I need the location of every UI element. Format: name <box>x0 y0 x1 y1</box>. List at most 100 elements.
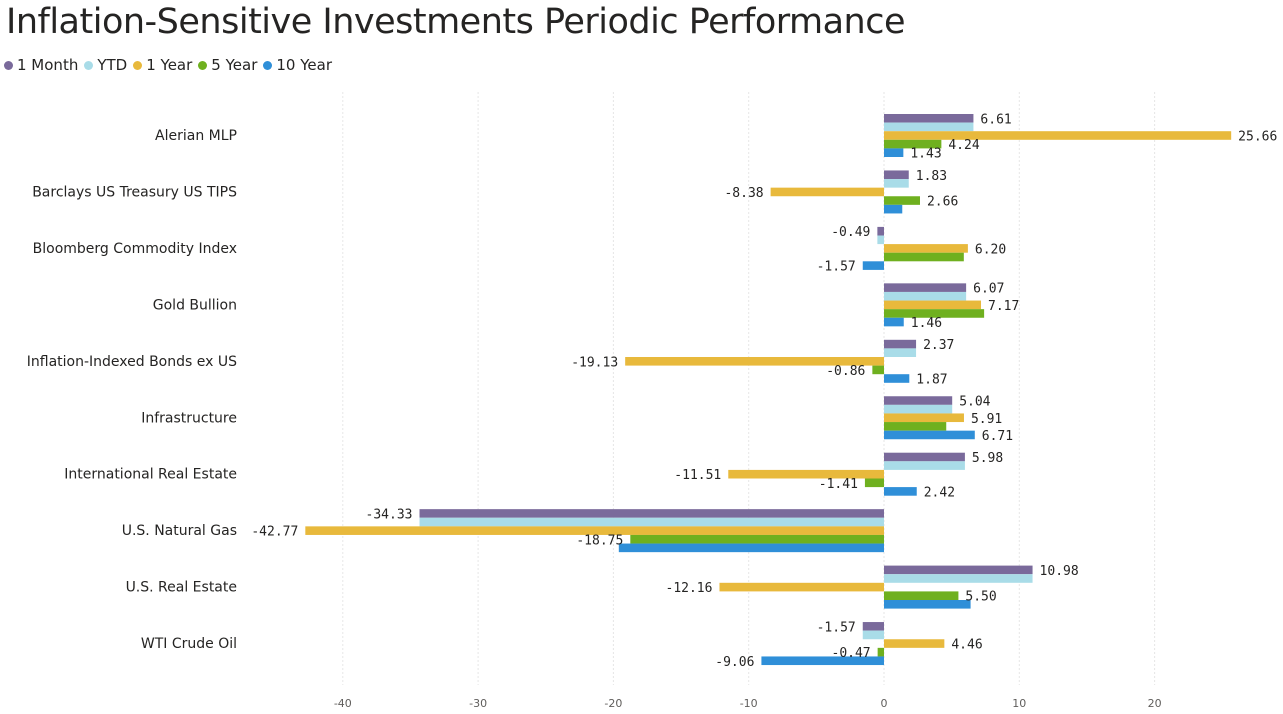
bar-10-year[interactable] <box>884 148 904 157</box>
x-tick-label: -40 <box>334 697 352 710</box>
data-label: -18.75 <box>576 533 623 548</box>
bar-10-year[interactable] <box>884 374 910 383</box>
bar-1-year[interactable] <box>719 582 884 592</box>
data-label: -1.57 <box>817 620 856 635</box>
data-label: 1.46 <box>911 316 942 331</box>
bar-1-month[interactable] <box>884 452 965 462</box>
category-label: Gold Bullion <box>153 297 237 313</box>
bar-1-month[interactable] <box>862 622 884 631</box>
category-label: Infrastructure <box>141 410 237 426</box>
category-label: WTI Crude Oil <box>141 636 237 652</box>
bar-ytd[interactable] <box>877 235 884 245</box>
legend-dot-icon <box>4 60 13 70</box>
bar-1-month[interactable] <box>884 283 967 292</box>
bar-5-year[interactable] <box>877 647 884 657</box>
bar-1-month[interactable] <box>877 226 884 236</box>
data-label: 5.04 <box>959 395 990 410</box>
data-label: 2.66 <box>927 195 958 210</box>
bar-ytd[interactable] <box>884 348 917 357</box>
x-tick-label: 0 <box>881 697 888 710</box>
bar-10-year[interactable] <box>884 430 975 440</box>
data-label: 5.50 <box>965 590 996 605</box>
data-label: 10.98 <box>1040 564 1079 579</box>
bar-10-year[interactable] <box>761 656 884 666</box>
bar-10-year[interactable] <box>884 204 903 214</box>
legend-label: 1 Year <box>146 56 193 74</box>
data-label: -12.16 <box>666 581 713 596</box>
legend-item-1-month[interactable]: 1 Month <box>4 56 78 74</box>
bar-1-year[interactable] <box>884 300 982 310</box>
bar-5-year[interactable] <box>864 478 884 488</box>
bar-ytd[interactable] <box>884 461 965 470</box>
data-label: -1.41 <box>819 477 858 492</box>
bar-1-month[interactable] <box>884 170 909 180</box>
data-label: 2.42 <box>924 485 955 500</box>
bar-5-year[interactable] <box>872 365 884 375</box>
data-label: 1.43 <box>910 147 941 162</box>
bar-1-year[interactable] <box>884 131 1232 140</box>
bar-5-year[interactable] <box>884 309 985 318</box>
legend-item-10-year[interactable]: 10 Year <box>263 56 332 74</box>
x-tick-label: -30 <box>469 697 487 710</box>
data-label: 5.98 <box>972 451 1003 466</box>
category-label: Bloomberg Commodity Index <box>33 241 237 257</box>
category-label: U.S. Natural Gas <box>122 523 237 539</box>
bar-10-year[interactable] <box>618 543 884 553</box>
bar-ytd[interactable] <box>884 291 967 301</box>
bar-5-year[interactable] <box>884 139 942 149</box>
bar-1-month[interactable] <box>419 509 884 518</box>
data-label: -34.33 <box>366 507 413 522</box>
bar-1-month[interactable] <box>884 114 974 123</box>
bar-5-year[interactable] <box>884 591 959 600</box>
category-label: Alerian MLP <box>155 128 237 144</box>
bar-ytd[interactable] <box>419 517 884 527</box>
bar-1-year[interactable] <box>728 469 884 479</box>
bar-1-month[interactable] <box>884 396 953 405</box>
bar-ytd[interactable] <box>884 122 974 132</box>
bar-10-year[interactable] <box>884 600 971 609</box>
data-label: -19.13 <box>571 355 618 370</box>
bar-10-year[interactable] <box>884 317 904 327</box>
bar-1-year[interactable] <box>884 244 968 253</box>
data-label: -8.38 <box>724 186 763 201</box>
legend-dot-icon <box>84 60 94 70</box>
legend-dot-icon <box>263 60 273 70</box>
bar-1-year[interactable] <box>305 526 884 535</box>
legend-item-1-year[interactable]: 1 Year <box>133 56 192 74</box>
bar-1-month[interactable] <box>884 565 1033 575</box>
bar-5-year[interactable] <box>884 196 920 205</box>
data-label: 6.20 <box>975 242 1006 257</box>
legend[interactable]: 1 Month YTD 1 Year 5 Year 10 Year <box>4 56 332 74</box>
x-tick-label: 20 <box>1148 697 1162 710</box>
data-label: 6.07 <box>973 282 1004 297</box>
bar-1-year[interactable] <box>884 413 964 423</box>
data-label: -11.51 <box>674 468 721 483</box>
bars <box>305 114 1232 666</box>
bar-ytd[interactable] <box>884 404 953 414</box>
bar-1-year[interactable] <box>770 187 884 197</box>
data-label: 4.46 <box>951 638 982 653</box>
data-label: 7.17 <box>988 299 1019 314</box>
x-tick-label: -20 <box>604 697 622 710</box>
data-label: -0.49 <box>831 225 870 240</box>
legend-dot-icon <box>133 60 143 70</box>
bar-1-year[interactable] <box>625 357 884 366</box>
legend-item-ytd[interactable]: YTD <box>84 56 127 74</box>
bar-10-year[interactable] <box>862 261 884 270</box>
legend-item-5-year[interactable]: 5 Year <box>198 56 257 74</box>
data-label: -0.86 <box>826 364 865 379</box>
bar-5-year[interactable] <box>630 534 884 544</box>
bar-ytd[interactable] <box>884 574 1033 583</box>
bar-1-year[interactable] <box>884 639 945 648</box>
bar-1-month[interactable] <box>884 339 917 349</box>
chart-title: Inflation-Sensitive Investments Periodic… <box>6 2 906 42</box>
bar-ytd[interactable] <box>862 630 884 640</box>
bar-5-year[interactable] <box>884 252 964 262</box>
legend-label: 5 Year <box>211 56 258 74</box>
bar-10-year[interactable] <box>884 487 917 496</box>
category-labels: Alerian MLP Barclays US Treasury US TIPS B… <box>27 128 237 652</box>
legend-label: 10 Year <box>276 56 332 74</box>
bar-ytd[interactable] <box>884 179 909 188</box>
bar-5-year[interactable] <box>884 422 947 431</box>
